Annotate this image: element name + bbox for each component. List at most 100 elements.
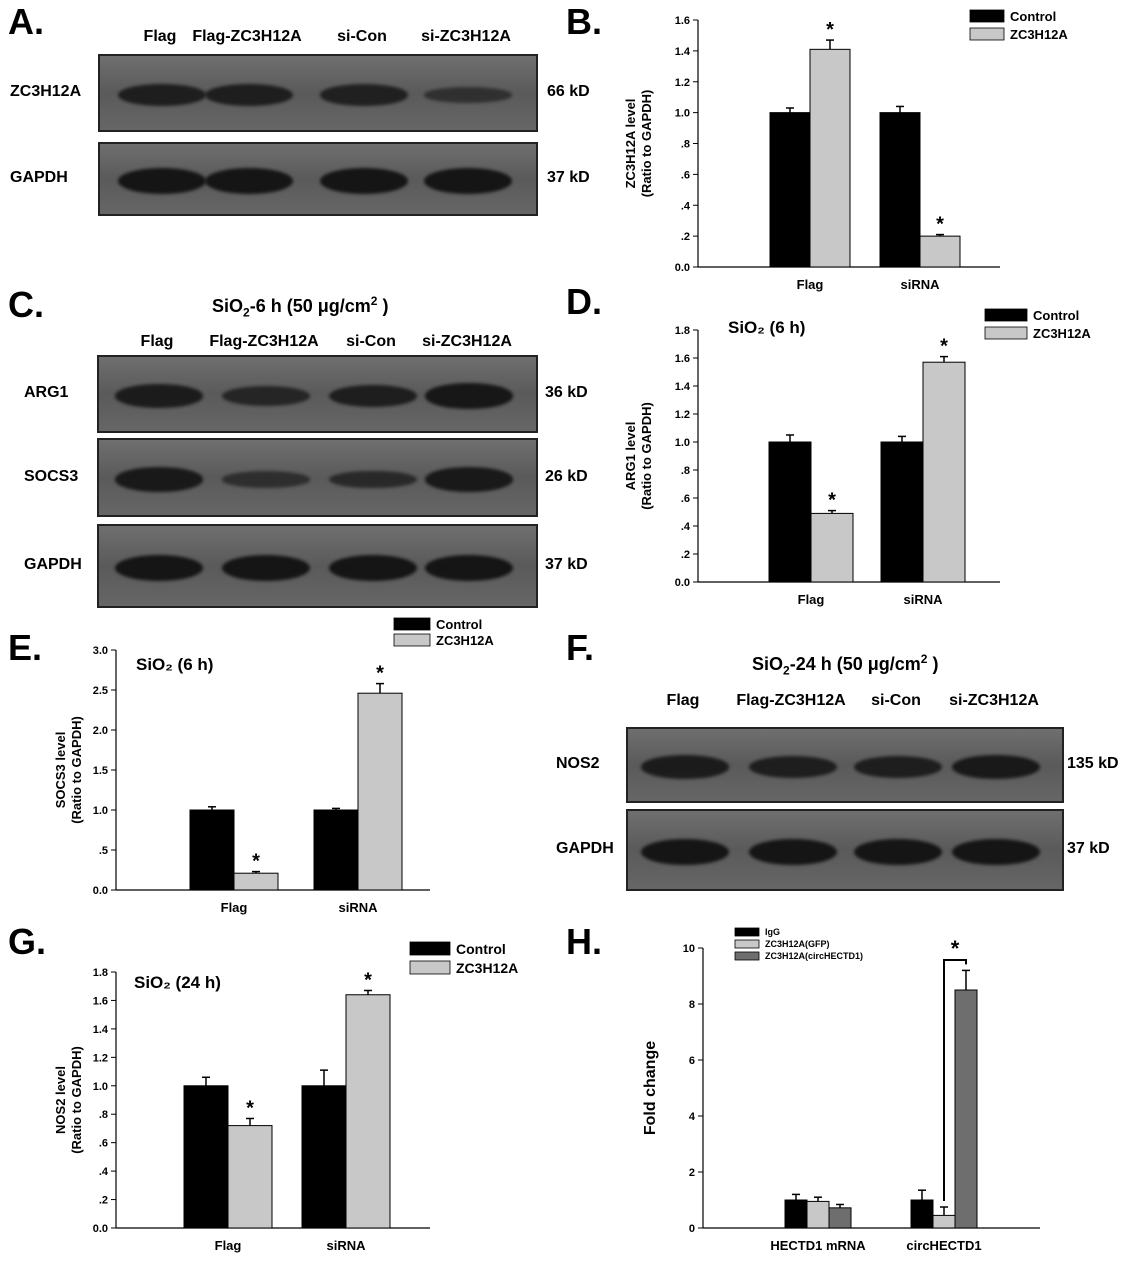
x-tick-label: Flag xyxy=(221,900,248,915)
panel-label-f: F. xyxy=(566,627,595,668)
x-tick-label: HECTD1 mRNA xyxy=(770,1238,866,1253)
legend-swatch xyxy=(409,941,451,956)
x-tick-label: siRNA xyxy=(338,900,378,915)
significance-asterisk: * xyxy=(364,969,372,991)
blot-f-title: SiO2-24 h (50 μg/cm2 ) xyxy=(752,652,939,678)
chart-e: 0.0 .5 1.0 1.5 2.0 2.5 3.0 SOCS3 level (Ratio to… xyxy=(53,617,494,915)
protein-band xyxy=(425,467,513,492)
protein-band xyxy=(320,168,408,194)
bar xyxy=(233,872,279,891)
bar xyxy=(910,1199,934,1229)
blot-strip xyxy=(97,524,538,608)
chart-h: 0 2 4 6 8 10 Fold change HECTD1 mRNA circHECTD1 *… xyxy=(642,927,1040,1253)
y-axis-label-units: (Ratio to GAPDH) xyxy=(69,716,84,824)
y-tick-label: 1.8 xyxy=(675,325,690,337)
y-tick-label: 2.5 xyxy=(93,685,108,697)
protein-band xyxy=(118,168,206,194)
protein-band xyxy=(115,467,203,492)
blot-strip xyxy=(98,54,538,132)
significance-asterisk: * xyxy=(936,214,944,236)
protein-band xyxy=(854,755,942,779)
y-tick-label: 1.4 xyxy=(675,46,691,58)
protein-label: NOS2 xyxy=(556,755,600,772)
lane-label: si-ZC3H12A xyxy=(421,28,511,45)
protein-band xyxy=(205,168,293,194)
legend-label: Control xyxy=(436,617,482,632)
lane-label: Flag-ZC3H12A xyxy=(736,692,846,709)
y-tick-label: 1.0 xyxy=(93,805,108,817)
x-tick-label: Flag xyxy=(215,1238,242,1253)
bar xyxy=(189,809,235,891)
y-tick-label: 1.0 xyxy=(93,1081,108,1093)
legend-label: ZC3H12A(GFP) xyxy=(765,939,830,949)
chart-annotation: SiO₂ (6 h) xyxy=(728,318,805,337)
blot-strip xyxy=(97,355,538,433)
y-tick-label: 1.4 xyxy=(93,1024,109,1036)
significance-asterisk: * xyxy=(376,663,384,685)
legend-swatch xyxy=(393,617,431,631)
bar xyxy=(879,112,921,268)
significance-asterisk: * xyxy=(828,490,836,512)
protein-band xyxy=(115,384,203,408)
molecular-weight-label: 37 kD xyxy=(547,169,590,186)
lane-label: si-ZC3H12A xyxy=(422,333,512,350)
molecular-weight-label: 37 kD xyxy=(545,556,588,573)
legend-label: IgG xyxy=(765,927,780,937)
legend-label: ZC3H12A xyxy=(456,960,518,976)
legend-swatch xyxy=(969,27,1005,41)
y-tick-label: .5 xyxy=(99,845,108,857)
protein-label: ZC3H12A xyxy=(10,83,82,100)
x-tick-label: siRNA xyxy=(326,1238,366,1253)
bar xyxy=(828,1207,852,1229)
molecular-weight-label: 37 kD xyxy=(1067,840,1110,857)
significance-asterisk: * xyxy=(252,851,260,873)
y-axis-label: Fold change xyxy=(642,1041,659,1135)
blot-strip xyxy=(626,809,1064,891)
legend-swatch xyxy=(734,951,760,961)
panel-label-d: D. xyxy=(566,281,602,322)
significance-asterisk: * xyxy=(826,19,834,41)
y-tick-label: 6 xyxy=(689,1055,695,1067)
lane-label: Flag xyxy=(666,692,700,709)
bar xyxy=(810,512,854,583)
y-tick-label: .2 xyxy=(681,231,690,243)
y-tick-label: 1.0 xyxy=(675,108,690,120)
panel-label-e: E. xyxy=(8,627,43,668)
protein-band xyxy=(118,83,206,107)
protein-label: ARG1 xyxy=(24,384,69,401)
legend-label: Control xyxy=(1033,308,1079,323)
legend-swatch xyxy=(984,308,1028,322)
y-tick-label: .2 xyxy=(99,1195,108,1207)
y-axis-label: SOCS3 level xyxy=(53,732,68,809)
panel-label-c: C. xyxy=(8,284,44,325)
protein-band xyxy=(424,87,512,103)
lane-label: Flag-ZC3H12A xyxy=(192,28,302,45)
protein-band xyxy=(205,83,293,107)
protein-label: GAPDH xyxy=(556,840,614,857)
y-tick-label: 1.2 xyxy=(675,77,690,89)
lane-label: si-Con xyxy=(337,28,387,45)
bar xyxy=(768,441,812,583)
bar xyxy=(922,361,966,583)
chart-g: 0.0 .2 .4 .6 .8 1.0 1.2 1.4 1.6 1.8 NOS2 level (Rat… xyxy=(53,941,518,1253)
y-tick-label: .4 xyxy=(681,200,691,212)
protein-band xyxy=(320,84,408,106)
significance-asterisk: * xyxy=(951,936,960,961)
y-tick-label: 1.6 xyxy=(93,995,108,1007)
molecular-weight-label: 135 kD xyxy=(1067,755,1119,772)
significance-bracket xyxy=(943,959,967,1201)
lane-label: si-Con xyxy=(871,692,921,709)
y-tick-label: 2 xyxy=(689,1167,695,1179)
bar xyxy=(183,1085,229,1229)
y-tick-label: 0.0 xyxy=(93,1223,108,1235)
bar xyxy=(301,1085,347,1229)
bar xyxy=(784,1199,808,1229)
bar xyxy=(227,1125,273,1229)
y-tick-label: .2 xyxy=(681,549,690,561)
y-tick-label: .4 xyxy=(99,1166,109,1178)
protein-band xyxy=(641,839,729,865)
bar xyxy=(919,235,961,268)
y-tick-label: 4 xyxy=(689,1111,696,1123)
blot-strip xyxy=(98,142,538,216)
protein-band xyxy=(952,754,1040,780)
